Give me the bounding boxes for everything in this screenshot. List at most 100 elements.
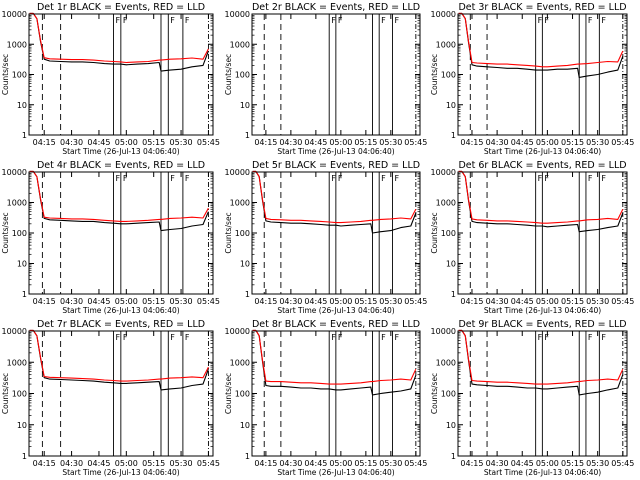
y-tick-label: 1	[22, 290, 27, 299]
y-axis-label: Counts/sec	[1, 373, 10, 414]
x-tick-label: 04:45	[304, 138, 327, 147]
x-tick-label: 04:45	[511, 138, 534, 147]
x-tick-label: 05:00	[536, 459, 559, 468]
x-tick-label: 04:15	[460, 297, 483, 306]
panel-title: Det 3r BLACK = Events, RED = LLD	[458, 2, 626, 13]
annotation-label: F	[381, 16, 386, 25]
annotation-label: F	[331, 333, 336, 342]
x-tick-label: 05:45	[197, 138, 220, 147]
y-tick-label: 10000	[431, 327, 456, 336]
annotation-label: F	[544, 16, 549, 25]
annotation-label: F	[170, 16, 175, 25]
x-tick-label: 05:45	[404, 459, 427, 468]
annotation-label: F	[116, 16, 121, 25]
y-tick-label: 10000	[431, 168, 456, 177]
x-tick-label: 04:45	[511, 459, 534, 468]
y-tick-label: 10	[240, 260, 250, 269]
y-tick-label: 1	[245, 452, 250, 461]
x-tick-label: 04:30	[279, 459, 302, 468]
x-tick-label: 05:15	[354, 138, 377, 147]
x-tick-label: 04:30	[60, 459, 83, 468]
x-tick-label: 04:30	[486, 459, 509, 468]
y-axis-label: Counts/sec	[224, 212, 233, 253]
annotation-label: F	[588, 16, 593, 25]
annotation-label: F	[601, 174, 606, 183]
x-tick-label: 04:15	[33, 138, 56, 147]
annotation-label: F	[331, 174, 336, 183]
y-tick-label: 100	[12, 229, 27, 238]
x-tick-label: 04:15	[254, 297, 277, 306]
panel-title: Det 7r BLACK = Events, RED = LLD	[37, 319, 205, 330]
annotation-label: F	[538, 174, 543, 183]
series-line-lld	[458, 329, 624, 385]
annotation-label: F	[338, 333, 343, 342]
x-tick-label: 04:45	[87, 297, 110, 306]
y-tick-label: 1	[22, 452, 27, 461]
y-tick-label: 10	[446, 421, 456, 430]
x-tick-label: 05:00	[329, 459, 352, 468]
x-tick-label: 04:30	[279, 297, 302, 306]
y-tick-label: 10	[17, 260, 27, 269]
y-tick-label: 10	[240, 101, 250, 110]
y-axis-label: Counts/sec	[1, 54, 10, 95]
x-axis-label: Start Time (26-Jul-13 04:06:40)	[62, 468, 179, 477]
y-tick-label: 10000	[2, 168, 27, 177]
x-tick-label: 05:45	[611, 297, 634, 306]
annotation-label: F	[588, 174, 593, 183]
y-tick-label: 10	[240, 421, 250, 430]
x-tick-label: 05:45	[404, 297, 427, 306]
x-tick-label: 04:45	[87, 138, 110, 147]
annotation-label: F	[588, 333, 593, 342]
y-tick-label: 1000	[436, 40, 456, 49]
x-tick-label: 05:15	[142, 138, 165, 147]
x-tick-label: 04:15	[460, 459, 483, 468]
y-tick-label: 10	[446, 101, 456, 110]
y-tick-label: 10000	[2, 327, 27, 336]
x-tick-label: 04:30	[60, 138, 83, 147]
x-tick-label: 05:15	[561, 138, 584, 147]
x-tick-label: 05:45	[611, 138, 634, 147]
x-tick-label: 05:45	[197, 459, 220, 468]
x-axis-label: Start Time (26-Jul-13 04:06:40)	[62, 306, 179, 315]
y-tick-label: 1000	[436, 199, 456, 208]
y-tick-label: 1	[245, 290, 250, 299]
annotation-label: F	[116, 174, 121, 183]
annotation-label: F	[338, 16, 343, 25]
y-tick-label: 100	[235, 390, 250, 399]
x-tick-label: 04:30	[279, 138, 302, 147]
y-tick-label: 1000	[7, 199, 27, 208]
x-tick-label: 05:15	[354, 459, 377, 468]
panel-title: Det 6r BLACK = Events, RED = LLD	[458, 160, 626, 171]
y-tick-label: 100	[235, 71, 250, 80]
x-tick-label: 05:30	[379, 459, 402, 468]
y-tick-label: 10000	[431, 10, 456, 19]
y-tick-label: 10000	[225, 168, 250, 177]
annotation-label: F	[338, 174, 343, 183]
annotation-label: F	[123, 16, 128, 25]
x-tick-label: 04:15	[254, 138, 277, 147]
annotation-label: F	[601, 16, 606, 25]
y-axis-label: Counts/sec	[224, 373, 233, 414]
x-tick-label: 04:30	[486, 297, 509, 306]
annotation-label: F	[601, 333, 606, 342]
x-tick-label: 05:00	[536, 297, 559, 306]
x-tick-label: 04:15	[33, 459, 56, 468]
y-tick-label: 10000	[225, 327, 250, 336]
y-tick-label: 1	[245, 131, 250, 140]
y-tick-label: 1000	[230, 199, 250, 208]
y-tick-label: 10000	[2, 10, 27, 19]
x-tick-label: 05:45	[611, 459, 634, 468]
x-axis-label: Start Time (26-Jul-13 04:06:40)	[277, 147, 394, 156]
x-axis-label: Start Time (26-Jul-13 04:06:40)	[277, 306, 394, 315]
y-axis-label: Counts/sec	[430, 212, 439, 253]
y-tick-label: 1000	[230, 40, 250, 49]
x-tick-label: 05:30	[586, 459, 609, 468]
x-tick-label: 05:00	[115, 459, 138, 468]
annotation-label: F	[538, 333, 543, 342]
y-tick-label: 100	[235, 229, 250, 238]
